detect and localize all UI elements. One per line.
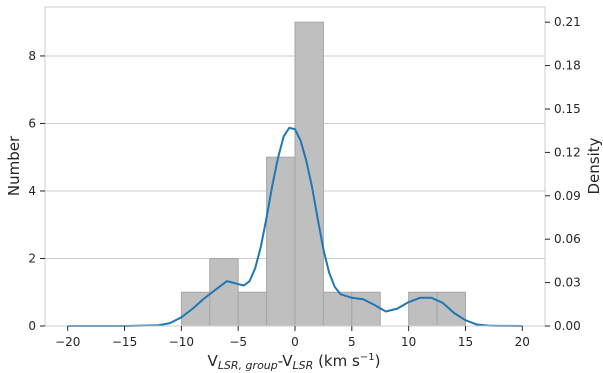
x-axis-title-unit-sup: −1 bbox=[360, 352, 375, 363]
x-tick-label-0: −20 bbox=[55, 335, 80, 349]
x-axis-title-unit-close: ) bbox=[375, 352, 381, 370]
histogram-bars bbox=[180, 21, 466, 327]
histogram-bar-1 bbox=[209, 257, 239, 327]
y2-tick-label-1: 0.03 bbox=[554, 276, 581, 290]
x-tick-label-7: 15 bbox=[458, 335, 473, 349]
histogram-bar-2 bbox=[237, 291, 268, 327]
y-tick-label-2: 4 bbox=[28, 184, 36, 198]
x-axis-ticks: −20 −15 −10 −5 0 5 10 15 20 bbox=[55, 326, 530, 349]
y2-tick-label-0: 0.00 bbox=[554, 319, 581, 333]
histogram-bar-5 bbox=[322, 291, 353, 327]
y-tick-label-3: 6 bbox=[28, 116, 36, 130]
kde-curve-group bbox=[67, 126, 523, 327]
x-tick-label-5: 5 bbox=[348, 335, 356, 349]
kde-curve bbox=[67, 126, 523, 327]
x-axis-title: VLSR, group-VLSR (km s−1) bbox=[208, 352, 381, 372]
y-tick-label-1: 2 bbox=[28, 251, 36, 265]
y2-axis-ticks: 0.00 0.03 0.06 0.09 0.12 0.15 0.18 0.21 bbox=[545, 15, 581, 333]
x-tick-label-3: −5 bbox=[229, 335, 247, 349]
y-tick-label-0: 0 bbox=[28, 319, 36, 333]
y2-tick-label-5: 0.15 bbox=[554, 102, 581, 116]
histogram-bar-6 bbox=[351, 291, 381, 327]
histogram-bar-3 bbox=[266, 156, 296, 327]
y2-tick-label-4: 0.12 bbox=[554, 145, 581, 159]
y2-tick-label-3: 0.09 bbox=[554, 189, 581, 203]
y-axis-title: Number bbox=[5, 135, 23, 196]
x-tick-label-6: 10 bbox=[401, 335, 416, 349]
x-axis-title-unit: (km s bbox=[313, 352, 360, 370]
y-axis-ticks: 0 2 4 6 8 bbox=[28, 49, 45, 333]
y2-tick-label-7: 0.21 bbox=[554, 15, 581, 29]
x-axis-title-mid: -V bbox=[278, 352, 294, 370]
y-tick-label-4: 8 bbox=[28, 49, 36, 63]
x-tick-label-1: −15 bbox=[112, 335, 137, 349]
x-tick-label-2: −10 bbox=[169, 335, 194, 349]
x-axis-title-sub1: LSR, group bbox=[218, 359, 278, 372]
y2-tick-label-2: 0.06 bbox=[554, 232, 581, 246]
y2-tick-label-6: 0.18 bbox=[554, 59, 581, 73]
x-tick-label-8: 20 bbox=[515, 335, 530, 349]
y2-axis-title: Density bbox=[585, 137, 603, 194]
x-axis-title-sub2: LSR bbox=[293, 359, 314, 372]
x-tick-label-4: 0 bbox=[291, 335, 299, 349]
x-axis-title-main: V bbox=[208, 352, 219, 370]
